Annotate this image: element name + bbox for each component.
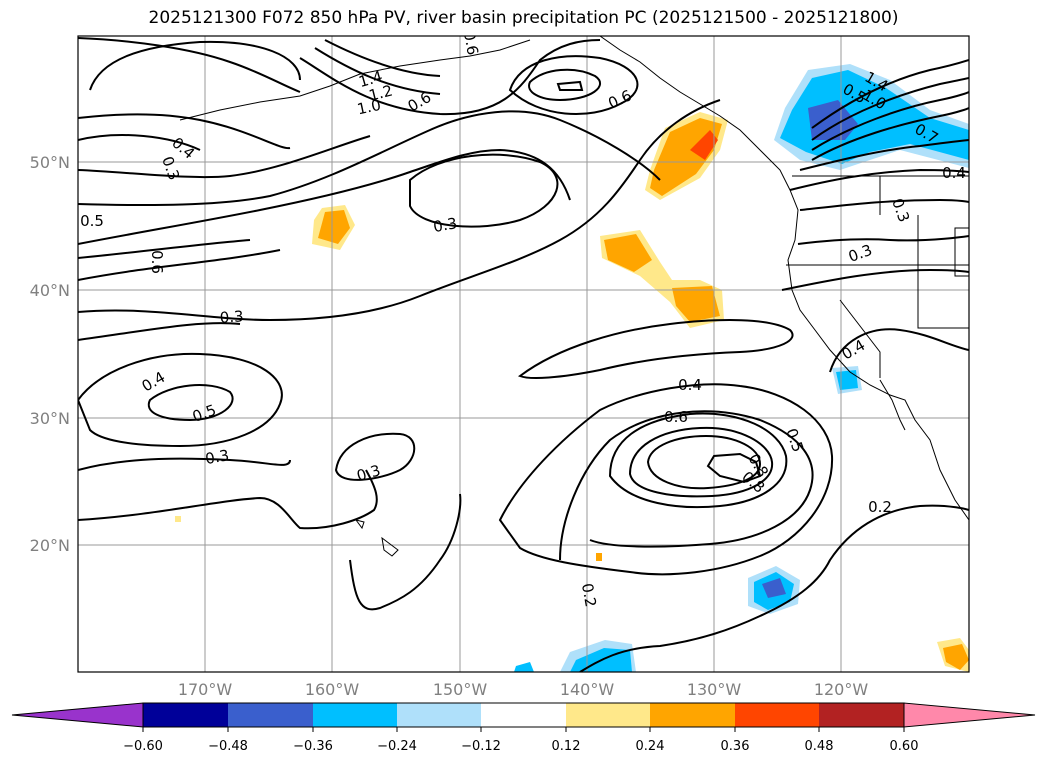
colorbar-tick-label: 0.48 bbox=[805, 739, 834, 754]
lat-label: 20°N bbox=[30, 536, 70, 555]
lat-label: 40°N bbox=[30, 281, 70, 300]
colorbar-bin bbox=[735, 703, 819, 727]
colorbar-bin bbox=[650, 703, 735, 727]
lon-label: 130°W bbox=[687, 680, 742, 699]
colorbar-tick-label: −0.12 bbox=[461, 739, 501, 754]
colorbar-bin bbox=[313, 703, 397, 727]
contour-label: 0.4 bbox=[942, 164, 966, 182]
map-frame bbox=[77, 35, 970, 673]
pv-contours bbox=[78, 37, 969, 672]
lon-label: 120°W bbox=[814, 680, 869, 699]
colorbar-bin bbox=[228, 703, 313, 727]
colorbar-tick-label: 0.12 bbox=[552, 739, 581, 754]
lon-label: 160°W bbox=[305, 680, 360, 699]
colorbar-bin bbox=[566, 703, 650, 727]
contour-label: 0.2 bbox=[578, 582, 600, 609]
colorbar-tick-label: −0.48 bbox=[208, 739, 248, 754]
contour-label: 0.3 bbox=[219, 307, 244, 327]
longitude-labels: 170°W 160°W 150°W 140°W 130°W 120°W bbox=[178, 680, 869, 699]
contour-label: 0.5 bbox=[80, 212, 104, 230]
colorbar-tick-label: 0.60 bbox=[890, 739, 919, 754]
colorbar-tick-label: −0.60 bbox=[123, 739, 163, 754]
contour-label: 0.6 bbox=[148, 250, 166, 274]
contour-label: 0.3 bbox=[204, 446, 231, 468]
contour-label: 0.4 bbox=[678, 376, 702, 394]
contour-label: 0.6 bbox=[664, 408, 688, 426]
colorbar-bin bbox=[481, 703, 566, 727]
contour-label: 0.3 bbox=[355, 461, 383, 485]
contour-label: 1.2 bbox=[367, 82, 395, 105]
contour-label: 0.2 bbox=[868, 498, 892, 516]
map-title: 2025121300 F072 850 hPa PV, river basin … bbox=[148, 8, 899, 28]
contour-labels: 1.4 1.2 1.0 0.6 0.6 0.4 0.3 0.5 0.6 0.3 … bbox=[80, 30, 966, 609]
colorbar-bin bbox=[397, 703, 481, 727]
colorbar-min-extend bbox=[11, 702, 144, 728]
lat-label: 30°N bbox=[30, 409, 70, 428]
colorbar-tick-label: −0.36 bbox=[293, 739, 333, 754]
contour-label: 1.4 bbox=[357, 67, 385, 91]
colorbar-tick-label: 0.24 bbox=[636, 739, 665, 754]
colorbar: −0.60 −0.48 −0.36 −0.24 −0.12 0.12 0.24 … bbox=[11, 702, 1036, 754]
contour-label: 1.0 bbox=[355, 96, 382, 119]
contour-label: 0.3 bbox=[432, 214, 459, 236]
latitude-labels: 50°N 40°N 30°N 20°N bbox=[30, 153, 70, 555]
lon-label: 140°W bbox=[560, 680, 615, 699]
colorbar-max-extend bbox=[903, 702, 1036, 728]
colorbar-tick-label: 0.36 bbox=[721, 739, 750, 754]
gridlines bbox=[78, 36, 969, 672]
colorbar-bin bbox=[819, 703, 904, 727]
lon-label: 150°W bbox=[433, 680, 488, 699]
lon-label: 170°W bbox=[178, 680, 233, 699]
colorbar-bin bbox=[143, 703, 228, 727]
coastlines bbox=[179, 36, 969, 557]
contour-label: 0.6 bbox=[460, 30, 482, 57]
lat-label: 50°N bbox=[30, 153, 70, 172]
colorbar-tick-label: −0.24 bbox=[377, 739, 417, 754]
